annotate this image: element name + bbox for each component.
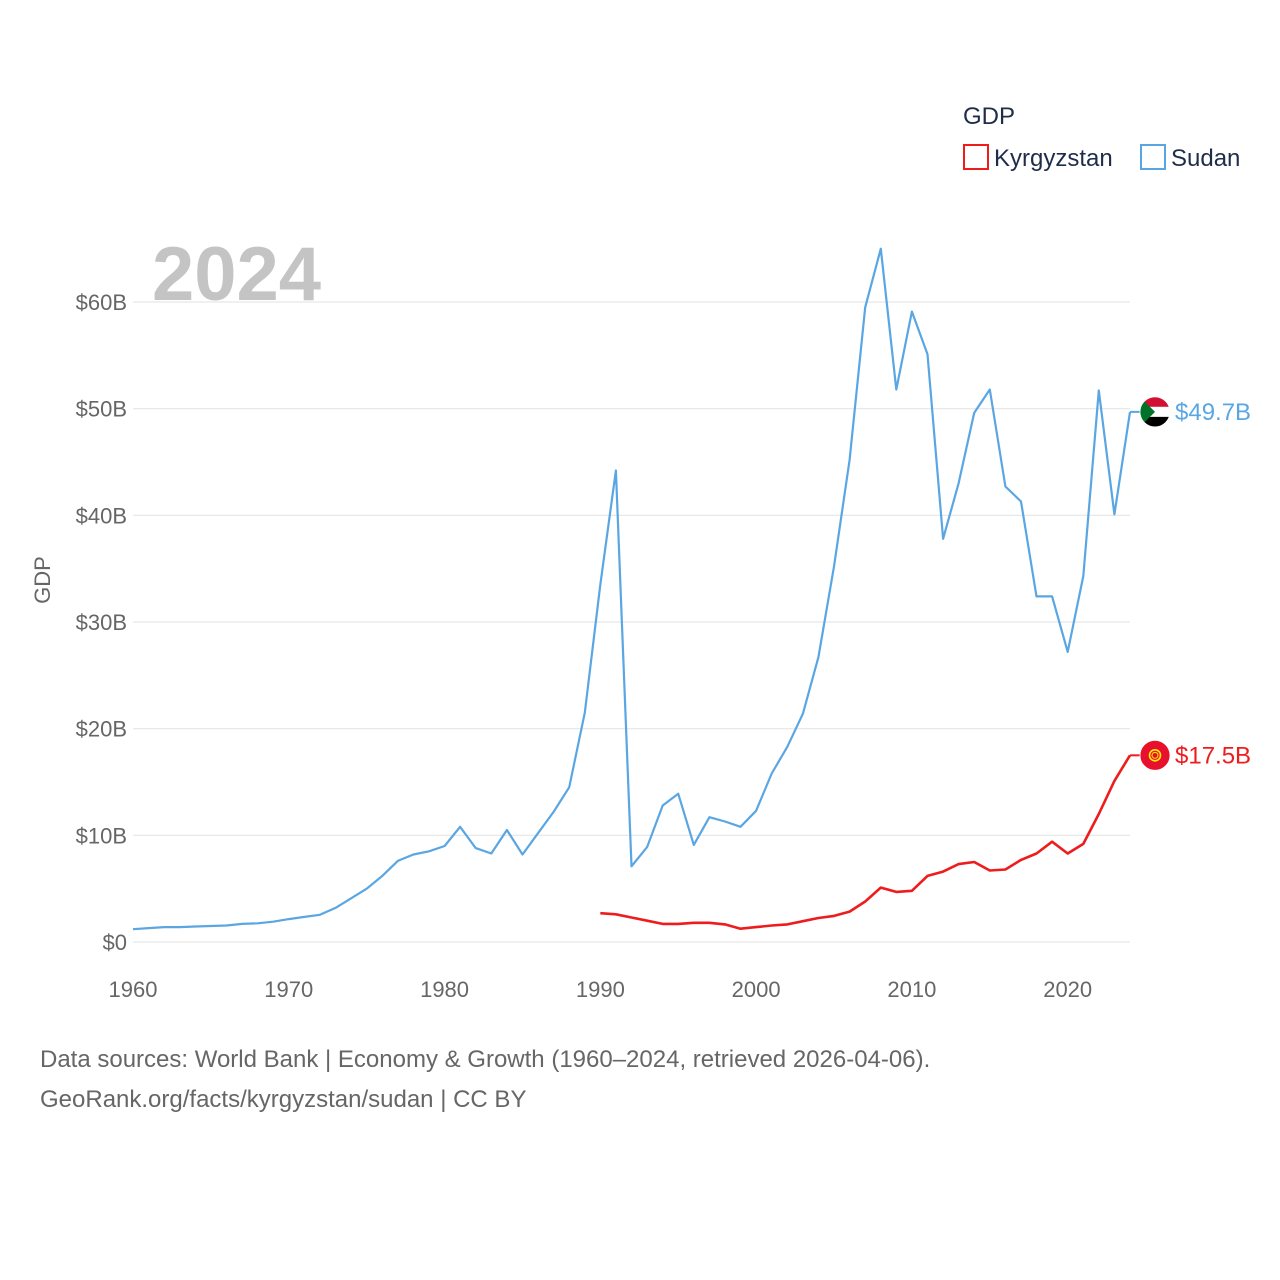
y-tick-label: $10B bbox=[76, 823, 127, 848]
y-tick-label: $20B bbox=[76, 717, 127, 742]
series-line-sudan bbox=[132, 247, 1132, 931]
legend-label-kyrgyzstan: Kyrgyzstan bbox=[994, 145, 1113, 172]
y-tick-label: $40B bbox=[76, 503, 127, 528]
x-tick-label: 1970 bbox=[264, 977, 313, 1002]
y-tick-label: $0 bbox=[103, 930, 127, 955]
legend-swatch-sudan bbox=[1140, 144, 1166, 170]
x-tick-label: 1990 bbox=[576, 977, 625, 1002]
year-watermark: 2024 bbox=[152, 232, 321, 317]
legend-title: GDP bbox=[963, 103, 1015, 130]
x-tick-label: 2020 bbox=[1043, 977, 1092, 1002]
x-tick-label: 2010 bbox=[887, 977, 936, 1002]
source-note: Data sources: World Bank | Economy & Gro… bbox=[40, 1040, 930, 1120]
gridlines bbox=[133, 301, 1130, 943]
legend-label-sudan: Sudan bbox=[1171, 145, 1240, 172]
source-line: Data sources: World Bank | Economy & Gro… bbox=[40, 1046, 931, 1073]
x-tick-label: 1960 bbox=[109, 977, 158, 1002]
legend[interactable]: GDP Kyrgyzstan Sudan bbox=[963, 103, 1240, 172]
x-tick-label: 1980 bbox=[420, 977, 469, 1002]
series-line-kyrgyzstan bbox=[600, 754, 1132, 931]
series-layer: $49.7B $17.5B bbox=[132, 247, 1251, 931]
end-value-label-kyrgyzstan: $17.5B bbox=[1175, 742, 1251, 769]
legend-swatch-kyrgyzstan bbox=[963, 144, 989, 170]
legend-item-kyrgyzstan[interactable]: Kyrgyzstan bbox=[963, 144, 1113, 172]
end-value-label-sudan: $49.7B bbox=[1175, 399, 1251, 426]
kyrgyzstan-flag-icon bbox=[1139, 739, 1171, 771]
legend-item-sudan[interactable]: Sudan bbox=[1140, 144, 1240, 172]
y-tick-label: $30B bbox=[76, 610, 127, 635]
sudan-flag-icon bbox=[1139, 396, 1171, 428]
x-tick-label: 2000 bbox=[732, 977, 781, 1002]
y-tick-label: $60B bbox=[76, 290, 127, 315]
y-axis-label: GDP bbox=[30, 556, 55, 604]
y-axis-ticks: $0 $10B $20B $30B $40B $50B $60B bbox=[76, 290, 127, 955]
x-axis-ticks: 1960 1970 1980 1990 2000 2010 2020 bbox=[109, 977, 1093, 1002]
source-url[interactable]: GeoRank.org/facts/kyrgyzstan/sudan | CC … bbox=[40, 1086, 527, 1113]
y-tick-label: $50B bbox=[76, 397, 127, 422]
